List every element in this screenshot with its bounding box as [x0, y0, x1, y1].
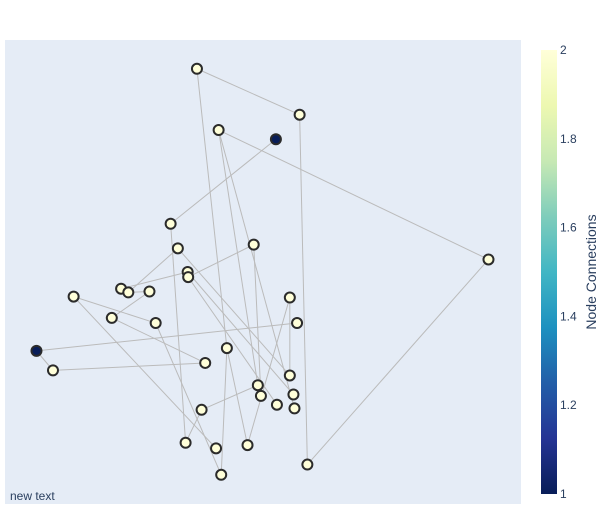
edge-line	[226, 347, 249, 446]
edge-line	[253, 244, 262, 396]
node-marker[interactable]	[190, 62, 203, 75]
node-marker[interactable]	[254, 389, 267, 402]
node-marker[interactable]	[215, 468, 228, 481]
colorbar-title: Node Connections	[583, 214, 599, 329]
edge-line	[111, 317, 206, 364]
colorbar-tick-label: 1.8	[560, 132, 577, 146]
colorbar-tick-label: 1.4	[560, 309, 577, 323]
edge-line	[201, 384, 259, 411]
node-marker[interactable]	[164, 217, 177, 230]
colorbar-tick-label: 1.6	[560, 221, 577, 235]
colorbar-tick-label: 1.2	[560, 398, 577, 412]
node-marker[interactable]	[122, 286, 135, 299]
edge-line	[307, 259, 489, 465]
edge-line	[218, 129, 259, 386]
node-layer	[30, 62, 495, 481]
edge-line	[185, 409, 203, 443]
edge-line	[299, 114, 308, 465]
colorbar-gradient	[541, 50, 557, 494]
node-marker[interactable]	[293, 108, 306, 121]
colorbar-tick-label: 2	[560, 43, 567, 57]
edge-line	[36, 322, 298, 352]
node-marker[interactable]	[195, 403, 208, 416]
node-marker[interactable]	[182, 271, 195, 284]
plot-background	[5, 40, 521, 504]
node-marker[interactable]	[241, 439, 254, 452]
edge-line	[187, 271, 294, 395]
node-marker[interactable]	[301, 458, 314, 471]
node-marker[interactable]	[199, 356, 212, 369]
colorbar-tick-label: 1	[560, 487, 567, 501]
node-marker[interactable]	[247, 238, 260, 251]
node-marker[interactable]	[291, 317, 304, 330]
node-marker[interactable]	[220, 342, 233, 355]
node-marker[interactable]	[270, 398, 283, 411]
node-marker[interactable]	[288, 402, 301, 415]
node-marker[interactable]	[210, 442, 223, 455]
edge-line	[73, 296, 156, 324]
node-marker[interactable]	[482, 253, 495, 266]
colorbar: 1 1.2 1.4 1.6 1.8 2 Node Connections	[541, 43, 599, 501]
edge-line	[187, 244, 254, 278]
edge-layer	[36, 68, 489, 475]
node-marker[interactable]	[30, 344, 43, 357]
node-marker[interactable]	[251, 379, 264, 392]
node-marker[interactable]	[179, 436, 192, 449]
edge-line	[220, 348, 228, 475]
node-marker[interactable]	[287, 388, 300, 401]
node-marker[interactable]	[46, 364, 59, 377]
node-marker[interactable]	[212, 124, 225, 137]
edge-line	[73, 296, 217, 449]
edge-line	[52, 362, 206, 371]
edge-line	[177, 248, 291, 376]
annotation-text: new text	[10, 489, 55, 503]
edge-line	[170, 223, 187, 443]
node-marker[interactable]	[105, 311, 118, 324]
node-marker[interactable]	[269, 133, 282, 146]
node-marker[interactable]	[149, 317, 162, 330]
node-marker[interactable]	[283, 291, 296, 304]
edge-line	[218, 129, 489, 260]
node-marker[interactable]	[171, 242, 184, 255]
edge-line	[196, 68, 228, 349]
edge-line	[196, 68, 300, 116]
edge-line	[247, 297, 291, 446]
colorbar-ticks: 1 1.2 1.4 1.6 1.8 2	[560, 43, 577, 501]
edge-line	[218, 129, 295, 409]
node-marker[interactable]	[67, 290, 80, 303]
edge-line	[170, 138, 277, 225]
edge-line	[111, 291, 150, 319]
edge-line	[120, 271, 188, 290]
node-marker[interactable]	[143, 285, 156, 298]
node-marker[interactable]	[283, 369, 296, 382]
